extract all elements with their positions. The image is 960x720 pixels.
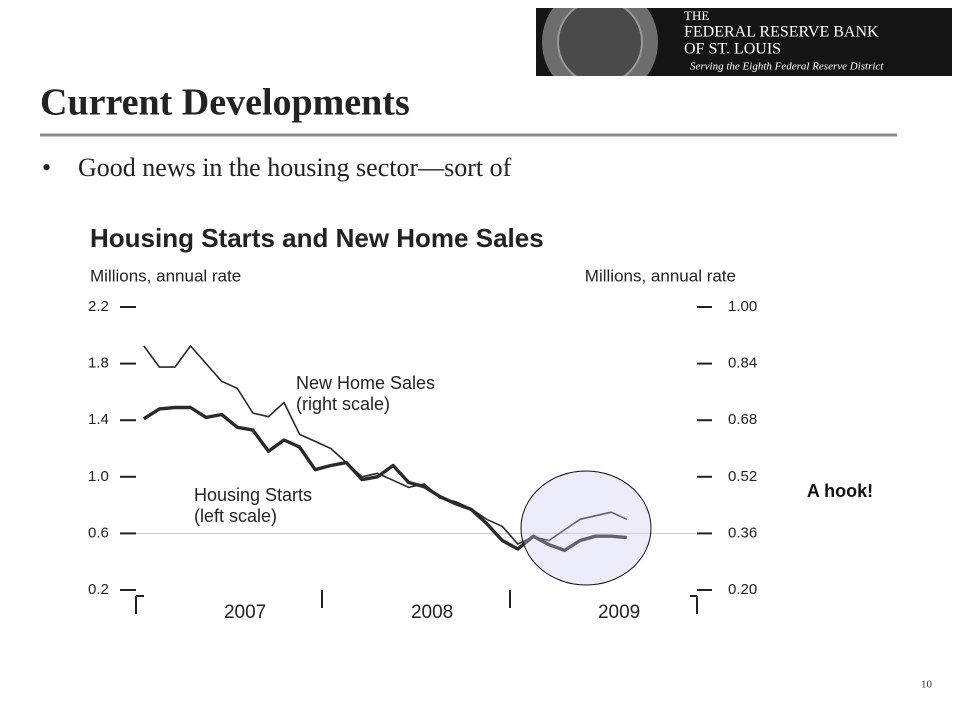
y2-axis-label: Millions, annual rate: [585, 266, 736, 285]
slide-title: Current Developments: [40, 82, 410, 124]
logo-tagline: Serving the Eighth Federal Reserve Distr…: [690, 61, 884, 73]
y2-tick-label: 0.52: [728, 468, 757, 485]
y2-tick-label: 0.68: [728, 411, 757, 428]
chart-title: Housing Starts and New Home Sales: [90, 223, 544, 253]
y2-tick-label: 0.84: [728, 355, 757, 372]
series-line: [143, 345, 628, 545]
y2-tick-label: 0.20: [728, 581, 757, 598]
logo-text: FEDERAL RESERVE BANK: [684, 24, 879, 41]
y2-tick-label: 0.36: [728, 524, 757, 541]
series-line: [142, 405, 628, 553]
logo-text: OF ST. LOUIS: [684, 41, 781, 58]
y-tick-label: 1.4: [88, 411, 109, 428]
y-axis-label: Millions, annual rate: [90, 266, 241, 285]
y-tick-label: 1.8: [88, 355, 109, 372]
y-tick-label: 0.2: [88, 581, 109, 598]
series-annotation: New Home Sales: [296, 373, 435, 393]
series-annotation: (right scale): [296, 394, 390, 414]
x-axis-frame: [135, 590, 698, 614]
bullet: Good news in the housing sector—sort of: [78, 153, 512, 182]
callout: A hook!: [807, 481, 873, 501]
logo-text: THE: [684, 8, 709, 23]
y-tick-label: 1.0: [88, 468, 109, 485]
y-tick-label: 2.2: [88, 298, 109, 315]
y2-tick-label: 1.00: [728, 298, 757, 315]
series-annotation: Housing Starts: [194, 485, 312, 505]
logo-seal-inner: [557, 0, 643, 85]
x-tick-label: 2007: [224, 602, 266, 623]
bullet-dot: •: [42, 153, 51, 182]
page-number: 10: [921, 679, 933, 691]
logo-mask: [536, 0, 671, 8]
series-annotation: (left scale): [194, 506, 277, 526]
highlight-circle: [520, 470, 652, 586]
x-tick-label: 2009: [598, 602, 640, 623]
x-tick-label: 2008: [411, 602, 453, 623]
logo-mask: [536, 76, 671, 100]
plot: [135, 590, 698, 614]
y-tick-label: 0.6: [88, 524, 109, 541]
